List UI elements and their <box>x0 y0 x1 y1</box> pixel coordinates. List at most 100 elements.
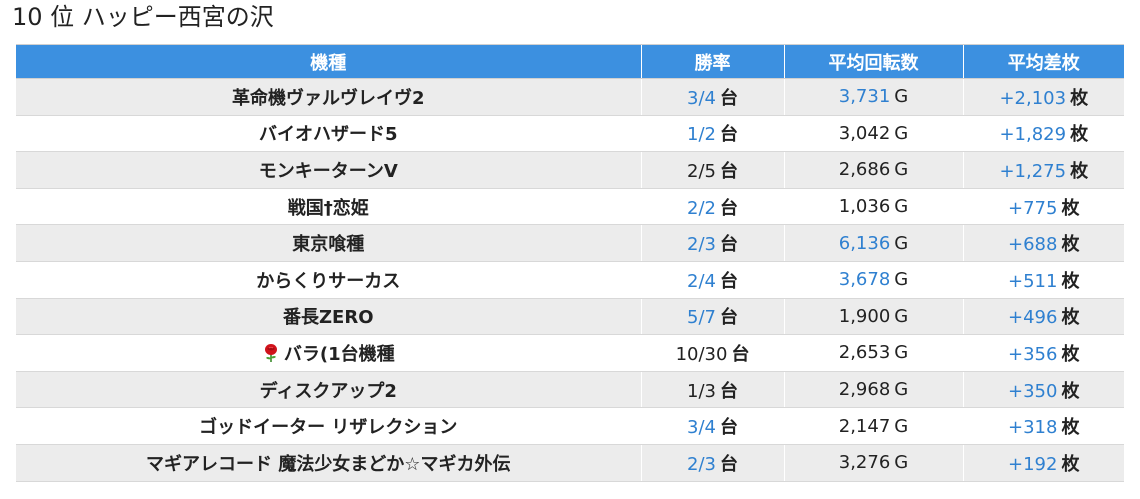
table-row[interactable]: バイオハザード5 1/2 台 3,042 G +1,829 枚 <box>16 115 1124 153</box>
avg-spins-unit: G <box>894 342 909 364</box>
avg-diff-value: +775 <box>1008 197 1058 219</box>
avg-spins-cell: 2,653 G <box>784 334 964 372</box>
avg-spins-cell: 3,731 G <box>784 78 964 116</box>
avg-diff-unit: 枚 <box>1061 307 1080 329</box>
win-rate-unit: 台 <box>719 417 738 439</box>
avg-diff-unit: 枚 <box>1061 270 1080 292</box>
avg-diff-value: +192 <box>1008 453 1058 475</box>
table-row[interactable]: 革命機ヴァルヴレイヴ2 3/4 台 3,731 G +2,103 枚 <box>16 78 1124 116</box>
win-rate-unit: 台 <box>719 124 738 146</box>
column-header-win-rate[interactable]: 勝率 <box>641 45 785 79</box>
rose-icon <box>264 343 277 362</box>
machine-name: からくりサーカス <box>256 270 401 292</box>
machine-name: 番長ZERO <box>282 307 374 329</box>
machine-name-cell: 東京喰種 <box>16 224 642 262</box>
avg-diff-cell: +688 枚 <box>963 224 1124 262</box>
win-rate-cell: 3/4 台 <box>641 407 785 445</box>
machine-name: ゴッドイーター リザレクション <box>199 417 458 439</box>
avg-diff-cell: +496 枚 <box>963 298 1124 336</box>
machine-name: 東京喰種 <box>292 234 365 256</box>
avg-diff-cell: +2,103 枚 <box>963 78 1124 116</box>
win-rate-value: 2/2 <box>687 197 716 219</box>
avg-spins-cell: 1,036 G <box>784 188 964 226</box>
avg-diff-value: +1,829 <box>999 124 1067 146</box>
avg-spins-value: 3,276 <box>838 452 891 474</box>
avg-diff-cell: +350 枚 <box>963 371 1124 409</box>
table-row[interactable]: バラ(1台機種 10/30 台 2,653 G +356 枚 <box>16 334 1124 372</box>
machine-name-cell: マギアレコード 魔法少女まどか☆マギカ外伝 <box>16 444 642 482</box>
machine-name-cell: バイオハザード5 <box>16 115 642 153</box>
machine-name: モンキーターンV <box>258 160 398 182</box>
machine-name-cell: 戦国†恋姫 <box>16 188 642 226</box>
avg-spins-cell: 6,136 G <box>784 224 964 262</box>
results-table-container: 機種 勝率 平均回転数 平均差枚 革命機ヴァルヴレイヴ2 3/4 台 3,731 G +2… <box>16 44 1124 482</box>
avg-diff-cell: +192 枚 <box>963 444 1124 482</box>
win-rate-cell: 1/2 台 <box>641 115 785 153</box>
avg-spins-unit: G <box>894 86 909 108</box>
avg-spins-value: 2,147 <box>838 415 891 437</box>
machine-name-cell: バラ(1台機種 <box>16 334 642 372</box>
avg-diff-value: +356 <box>1008 343 1058 365</box>
table-row[interactable]: ディスクアップ2 1/3 台 2,968 G +350 枚 <box>16 371 1124 409</box>
win-rate-unit: 台 <box>719 380 738 402</box>
machine-name-cell: モンキーターンV <box>16 151 642 189</box>
table-row[interactable]: 番長ZERO 5/7 台 1,900 G +496 枚 <box>16 298 1124 336</box>
avg-spins-unit: G <box>894 122 909 144</box>
avg-spins-unit: G <box>894 196 909 218</box>
win-rate-cell: 2/4 台 <box>641 261 785 299</box>
avg-diff-unit: 枚 <box>1070 160 1089 182</box>
page-title: 10 位 ハッピー西宮の沢 <box>12 3 274 31</box>
avg-spins-unit: G <box>894 415 909 437</box>
win-rate-value: 10/30 <box>675 343 728 365</box>
avg-spins-value: 3,678 <box>838 269 891 291</box>
win-rate-unit: 台 <box>719 160 738 182</box>
machine-name: バイオハザード5 <box>258 124 398 146</box>
avg-spins-value: 1,036 <box>838 196 891 218</box>
avg-diff-value: +688 <box>1008 234 1058 256</box>
win-rate-value: 3/4 <box>687 417 716 439</box>
avg-spins-value: 2,653 <box>838 342 891 364</box>
avg-diff-cell: +775 枚 <box>963 188 1124 226</box>
avg-spins-value: 2,968 <box>838 379 891 401</box>
avg-spins-cell: 3,276 G <box>784 444 964 482</box>
win-rate-unit: 台 <box>719 87 738 109</box>
table-row[interactable]: マギアレコード 魔法少女まどか☆マギカ外伝 2/3 台 3,276 G +192 枚 <box>16 444 1124 482</box>
avg-spins-unit: G <box>894 159 909 181</box>
win-rate-value: 2/4 <box>687 270 716 292</box>
table-row[interactable]: モンキーターンV 2/5 台 2,686 G +1,275 枚 <box>16 151 1124 189</box>
win-rate-value: 5/7 <box>687 307 716 329</box>
table-header-row: 機種 勝率 平均回転数 平均差枚 <box>16 45 1124 79</box>
column-header-avg-spins[interactable]: 平均回転数 <box>784 45 964 79</box>
column-header-avg-diff[interactable]: 平均差枚 <box>963 45 1124 79</box>
table-row[interactable]: 戦国†恋姫 2/2 台 1,036 G +775 枚 <box>16 188 1124 226</box>
win-rate-cell: 3/4 台 <box>641 78 785 116</box>
avg-spins-unit: G <box>894 232 909 254</box>
avg-spins-unit: G <box>894 269 909 291</box>
win-rate-cell: 1/3 台 <box>641 371 785 409</box>
table-row[interactable]: 東京喰種 2/3 台 6,136 G +688 枚 <box>16 224 1124 262</box>
win-rate-cell: 5/7 台 <box>641 298 785 336</box>
avg-spins-value: 1,900 <box>838 305 891 327</box>
avg-diff-value: +1,275 <box>999 160 1067 182</box>
avg-spins-cell: 2,686 G <box>784 151 964 189</box>
avg-spins-cell: 2,147 G <box>784 407 964 445</box>
table-row[interactable]: からくりサーカス 2/4 台 3,678 G +511 枚 <box>16 261 1124 299</box>
table-row[interactable]: ゴッドイーター リザレクション 3/4 台 2,147 G +318 枚 <box>16 407 1124 445</box>
machine-name-cell: 革命機ヴァルヴレイヴ2 <box>16 78 642 116</box>
win-rate-unit: 台 <box>719 234 738 256</box>
avg-diff-cell: +356 枚 <box>963 334 1124 372</box>
avg-diff-unit: 枚 <box>1061 380 1080 402</box>
column-header-machine[interactable]: 機種 <box>16 45 642 79</box>
win-rate-cell: 10/30 台 <box>641 334 785 372</box>
avg-spins-unit: G <box>894 379 909 401</box>
win-rate-unit: 台 <box>719 197 738 219</box>
avg-spins-cell: 1,900 G <box>784 298 964 336</box>
avg-spins-value: 3,731 <box>838 86 891 108</box>
avg-diff-unit: 枚 <box>1061 197 1080 219</box>
avg-diff-unit: 枚 <box>1070 124 1089 146</box>
win-rate-value: 1/2 <box>687 124 716 146</box>
avg-spins-value: 3,042 <box>838 122 891 144</box>
machine-name: バラ(1台機種 <box>283 343 395 365</box>
avg-spins-cell: 3,678 G <box>784 261 964 299</box>
avg-diff-unit: 枚 <box>1061 234 1080 256</box>
